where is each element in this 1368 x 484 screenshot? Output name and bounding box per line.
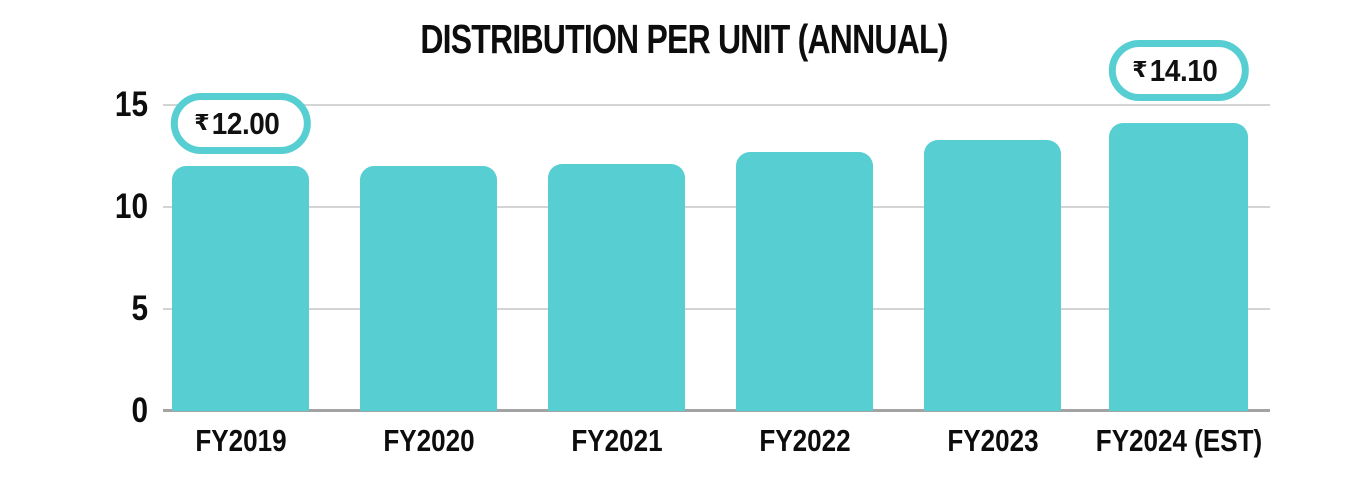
bar-fy2024-est- [1109,123,1248,411]
x-label-1: FY2020 [382,423,475,458]
bar-fy2022 [736,151,873,411]
y-tick-label-10: 10 [114,187,148,226]
value-callout-1: ₹14.10 [1108,40,1249,101]
rupee-symbol: ₹ [1132,58,1148,83]
x-label-3: FY2022 [758,423,851,458]
chart-title: DISTRIBUTION PER UNIT (ANNUAL) [420,16,948,62]
plot-area [163,104,1270,412]
x-label-0: FY2019 [194,423,287,458]
value-callout-0: ₹12.00 [170,93,311,154]
gridline-15 [163,104,1270,106]
y-tick-label-5: 5 [131,289,148,328]
x-label-2: FY2021 [570,423,663,458]
bar-fy2020 [360,166,497,411]
bar-fy2021 [548,164,685,411]
x-axis-line [163,409,1270,412]
callout-value: 14.10 [1149,52,1218,88]
x-label-5: FY2024 (EST) [1095,423,1262,458]
rupee-symbol: ₹ [194,111,210,136]
gridline-10 [163,206,1270,208]
y-tick-label-15: 15 [114,85,148,124]
y-tick-label-0: 0 [131,391,148,430]
x-label-4: FY2023 [946,423,1039,458]
bar-fy2019 [172,166,309,411]
bar-fy2023 [924,139,1061,411]
gridline-5 [163,308,1270,310]
callout-value: 12.00 [211,105,280,141]
